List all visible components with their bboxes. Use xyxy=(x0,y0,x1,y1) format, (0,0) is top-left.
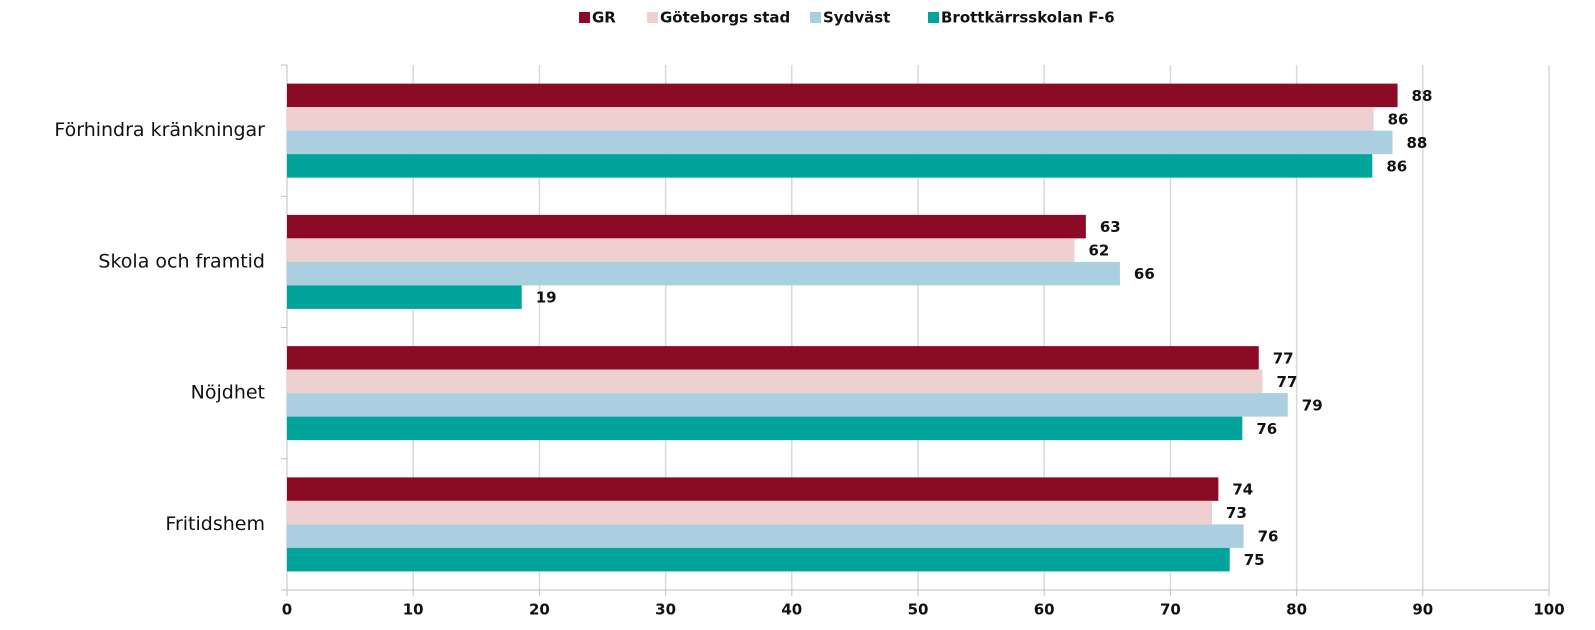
bar xyxy=(287,154,1373,178)
data-label: 75 xyxy=(1244,551,1265,569)
legend-swatch xyxy=(647,12,658,23)
bar xyxy=(287,83,1398,108)
legend-swatch xyxy=(579,12,590,23)
data-label: 19 xyxy=(536,289,557,307)
data-label: 66 xyxy=(1134,265,1155,283)
legend-label: Brottkärrsskolan F-6 xyxy=(941,9,1115,27)
data-label: 63 xyxy=(1100,218,1121,236)
bar xyxy=(287,130,1393,155)
x-tick-label: 80 xyxy=(1286,601,1307,619)
data-label: 76 xyxy=(1258,528,1279,546)
data-label: 86 xyxy=(1388,110,1409,128)
data-label: 74 xyxy=(1232,481,1253,499)
bar xyxy=(287,369,1263,394)
x-tick-label: 10 xyxy=(403,601,424,619)
bar xyxy=(287,285,522,309)
legend-label: Göteborgs stad xyxy=(660,9,790,27)
data-label: 77 xyxy=(1273,349,1294,367)
legend-swatch xyxy=(928,12,939,23)
bar xyxy=(287,261,1120,286)
x-tick-label: 60 xyxy=(1034,601,1055,619)
data-label: 77 xyxy=(1277,373,1298,391)
x-tick-label: 50 xyxy=(908,601,929,619)
x-tick-label: 90 xyxy=(1412,601,1433,619)
legend-label: GR xyxy=(592,9,616,27)
bar xyxy=(287,346,1259,370)
data-label: 86 xyxy=(1386,157,1407,175)
data-label: 76 xyxy=(1256,420,1277,438)
bar xyxy=(287,500,1213,525)
data-label: 88 xyxy=(1407,134,1428,152)
bar xyxy=(287,238,1075,262)
bar xyxy=(287,416,1243,441)
legend-swatch xyxy=(810,12,821,23)
x-tick-label: 70 xyxy=(1160,601,1181,619)
x-tick-label: 0 xyxy=(282,601,292,619)
bar xyxy=(287,107,1374,131)
data-label: 79 xyxy=(1302,396,1323,414)
data-label: 88 xyxy=(1412,87,1433,105)
bar xyxy=(287,393,1288,417)
category-label: Förhindra kränkningar xyxy=(54,119,265,141)
x-tick-label: 100 xyxy=(1533,601,1564,619)
data-label: 73 xyxy=(1226,504,1247,522)
data-label: 62 xyxy=(1088,242,1109,260)
legend-label: Sydväst xyxy=(823,9,890,27)
category-label: Skola och framtid xyxy=(98,250,265,272)
bar xyxy=(287,524,1244,548)
bar xyxy=(287,477,1219,501)
category-label: Fritidshem xyxy=(165,513,265,535)
x-tick-label: 20 xyxy=(529,601,550,619)
category-label: Nöjdhet xyxy=(191,382,265,404)
bar xyxy=(287,547,1230,572)
bar xyxy=(287,214,1086,239)
x-tick-label: 30 xyxy=(655,601,676,619)
x-tick-label: 40 xyxy=(781,601,802,619)
